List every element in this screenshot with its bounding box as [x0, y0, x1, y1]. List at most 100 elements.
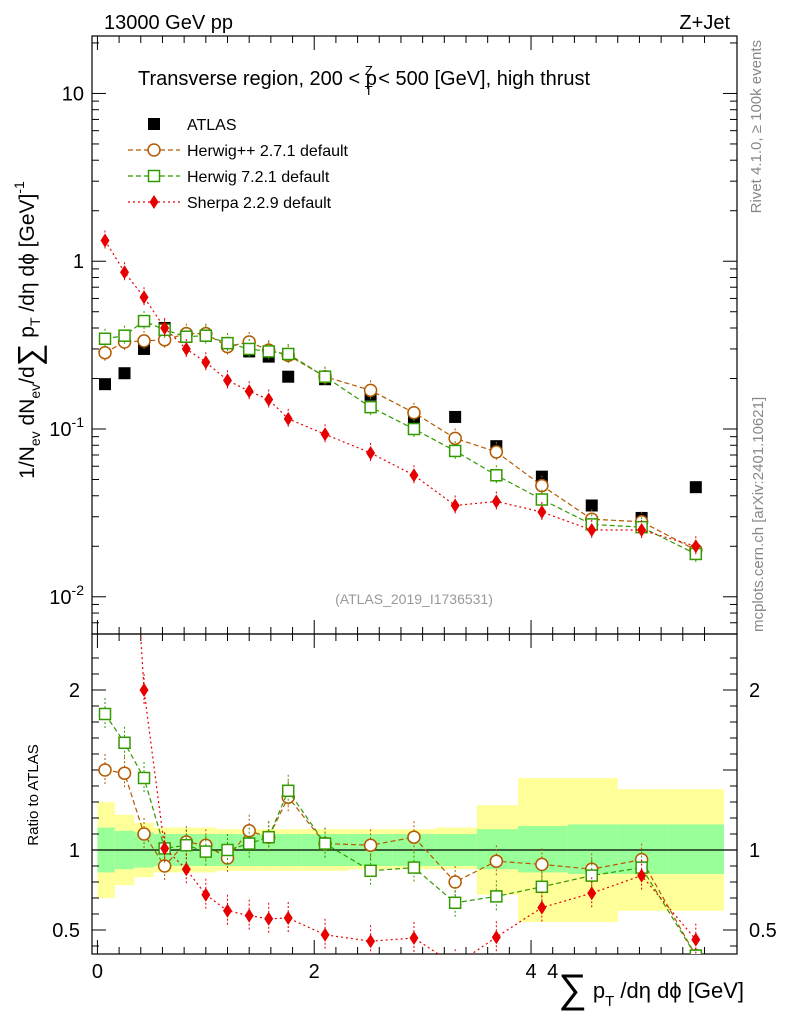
process-label: Z+Jet: [679, 12, 730, 34]
ratio-point-sherpa: [537, 900, 547, 915]
ratio-y-tick-label-left: 1: [69, 840, 80, 862]
point-sherpa: [491, 494, 501, 509]
ratio-point-sherpa: [491, 930, 501, 945]
y-tick-label: 10-2: [49, 582, 84, 609]
ratio-point-herwig7: [221, 843, 234, 857]
band-inner-bin: [667, 824, 724, 874]
legend-entry-sherpa: Sherpa 2.2.9 default: [128, 195, 332, 212]
point-sherpa: [409, 468, 419, 483]
x-tick-label: 4: [525, 961, 536, 983]
point-herwigpp: [535, 478, 549, 493]
ratio-point-sherpa: [366, 934, 376, 949]
point-sherpa: [537, 505, 547, 520]
ratio-point-sherpa: [201, 887, 211, 902]
ratio-point-sherpa: [160, 841, 170, 856]
ratio-point-sherpa: [409, 931, 419, 945]
ratio-point-herwigpp: [448, 875, 462, 889]
point-atlas: [282, 370, 295, 383]
ratio-axes: 0 2 4 2 2 1 1 0.5 0.5: [52, 634, 777, 983]
point-sherpa: [366, 445, 376, 460]
legend-label-herwigpp: Herwig++ 2.7.1 default: [187, 143, 349, 160]
point-sherpa: [244, 384, 254, 399]
ratio-point-herwigpp: [137, 827, 151, 841]
point-sherpa: [691, 539, 701, 554]
main-axes: 10 1 10-1 10-2: [49, 36, 737, 635]
ratio-point-sherpa: [691, 932, 701, 947]
ratio-y-tick-label-right: 2: [749, 680, 760, 702]
ratio-point-herwig7: [242, 837, 256, 850]
point-sherpa: [120, 265, 130, 280]
point-herwig7: [281, 347, 295, 361]
ratio-point-herwigpp: [117, 766, 132, 780]
point-herwig7: [242, 342, 256, 356]
series-line-herwig7: [104, 320, 697, 555]
legend-marker-herwigpp: [147, 143, 161, 157]
ratio-y-tick-label-left: 0.5: [52, 920, 80, 942]
series-line-herwigpp: [104, 333, 697, 551]
ratio-point-herwigpp: [407, 830, 421, 844]
ratio-point-sherpa: [283, 911, 293, 925]
ratio-point-sherpa: [244, 908, 254, 923]
y-axis-label-ratio: Ratio to ATLAS: [25, 744, 42, 845]
point-herwig7: [407, 422, 421, 436]
point-atlas: [585, 499, 598, 512]
point-sherpa: [320, 427, 330, 442]
x-tick-label: 0: [92, 961, 103, 983]
point-sherpa: [160, 320, 170, 335]
ratio-point-herwigpp: [157, 859, 172, 873]
legend-label-herwig7: Herwig 7.2.1 default: [187, 169, 330, 186]
point-atlas: [99, 378, 112, 391]
svg-text:1/Nev dNev/d∑ pT /dη dϕ [GeV]: 1/Nev dNev/d∑ pT /dη dϕ [GeV]-1: [11, 181, 47, 479]
ratio-point-sherpa: [264, 911, 274, 926]
x-axis-label: 4∑ pT /dη dϕ [GeV]: [547, 961, 744, 1011]
y-axis-label-main: 1/Nev dNev/d∑ pT /dη dϕ [GeV]-1: [11, 181, 47, 479]
ratio-point-herwigpp: [242, 824, 256, 838]
y-tick-label: 1: [73, 251, 84, 273]
y-tick-label: 10: [62, 83, 84, 105]
analysis-id: (ATLAS_2019_I1736531): [335, 591, 493, 607]
legend-marker-sherpa: [149, 195, 159, 209]
point-herwig7: [262, 345, 275, 358]
ratio-point-herwig7: [137, 771, 151, 785]
point-sherpa: [264, 392, 274, 407]
y-tick-label: 10-1: [49, 414, 84, 441]
ratio-series: [98, 634, 703, 954]
series-herwigpp: [98, 323, 703, 561]
legend: ATLAS Herwig++ 2.7.1 default Herwig 7.2.1 …: [128, 117, 349, 212]
point-sherpa: [587, 523, 597, 538]
legend-marker-herwig7: [147, 169, 161, 183]
point-herwig7: [137, 314, 151, 328]
ratio-point-herwig7: [118, 736, 131, 750]
ratio-point-herwigpp: [363, 838, 378, 852]
ratio-plot-frame: [91, 633, 738, 955]
legend-label-sherpa: Sherpa 2.2.9 default: [187, 195, 332, 212]
point-herwigpp: [448, 431, 462, 446]
point-herwigpp: [98, 345, 112, 360]
ratio-point-sherpa: [223, 903, 233, 918]
ratio-y-tick-label-right: 0.5: [749, 920, 777, 942]
point-sherpa: [100, 233, 110, 248]
ratio-point-herwig7: [199, 845, 213, 858]
main-series: [98, 230, 703, 564]
series-atlas: [99, 321, 702, 524]
ratio-point-herwig7: [262, 830, 275, 844]
ratio-y-tick-label-left: 2: [69, 680, 80, 702]
legend-entry-herwig7: Herwig 7.2.1 default: [128, 169, 330, 186]
ratio-point-herwig7: [585, 869, 598, 882]
ratio-point-herwig7: [364, 864, 377, 878]
x-tick-label: 2: [309, 961, 320, 983]
point-herwig7: [199, 329, 213, 342]
ratio-point-sherpa: [637, 868, 647, 883]
ratio-point-herwig7: [98, 707, 112, 721]
ratio-point-herwigpp: [535, 857, 549, 872]
ratio-point-sherpa: [139, 683, 149, 697]
point-herwig7: [448, 444, 462, 458]
series-sherpa: [100, 230, 701, 557]
ratio-point-herwigpp: [489, 854, 504, 868]
point-herwig7: [364, 400, 377, 414]
ratio-point-herwig7: [318, 837, 332, 850]
point-sherpa: [223, 373, 233, 388]
point-atlas: [449, 410, 462, 423]
point-sherpa: [139, 290, 149, 305]
